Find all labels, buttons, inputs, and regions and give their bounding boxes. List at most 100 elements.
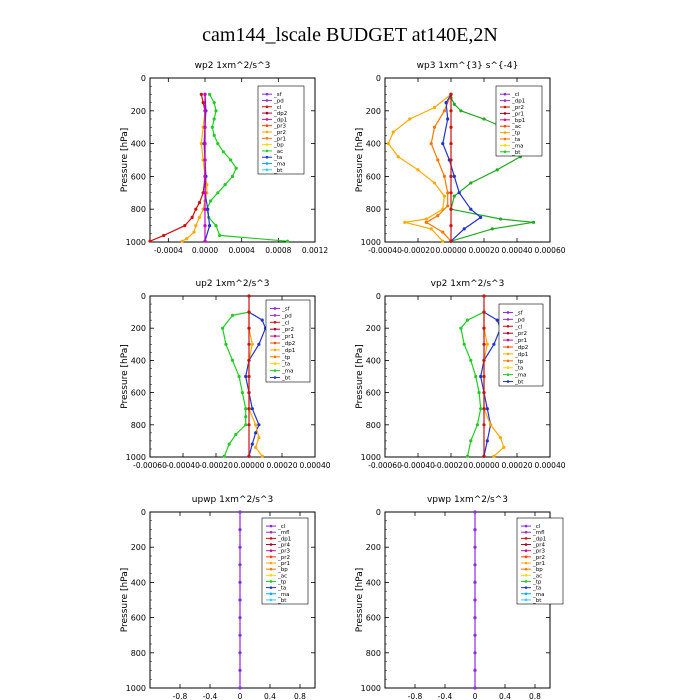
legend-label: _dp2 <box>514 345 528 351</box>
data-point <box>238 528 242 532</box>
data-point <box>459 326 463 330</box>
data-point <box>473 651 477 655</box>
y-axis-label: Pressure [hPa] <box>355 344 365 409</box>
legend-marker <box>506 345 510 349</box>
x-tick-label: 0.00000 <box>435 246 466 255</box>
legend-label: _bp <box>273 143 284 149</box>
legend-marker <box>524 592 528 596</box>
panel-title: vpwp 1xm^2/s^3 <box>427 495 508 505</box>
legend-label: _tp <box>532 579 542 585</box>
data-point <box>490 227 494 231</box>
legend-marker <box>269 530 273 534</box>
data-point <box>238 616 242 620</box>
figure-title: cam144_lscale BUDGET at140E,2N <box>202 24 498 46</box>
data-point <box>257 436 261 440</box>
data-point <box>446 204 450 208</box>
data-point <box>244 374 248 379</box>
x-tick-label: -0.00040 <box>166 461 200 470</box>
chart-panel-3: up2 1xm^2/s^3 Pressure [hPa] 0 200 400 600 800… <box>120 279 331 470</box>
data-point <box>446 191 450 195</box>
data-point <box>221 150 225 154</box>
data-point <box>203 92 207 96</box>
data-point <box>479 374 483 379</box>
data-point <box>485 439 489 443</box>
legend-marker <box>269 543 273 546</box>
data-point <box>492 342 496 346</box>
data-point <box>216 191 220 195</box>
legend-marker <box>503 124 507 128</box>
legend-label: _cl <box>281 320 290 326</box>
data-point <box>190 215 194 219</box>
data-point <box>492 454 496 458</box>
data-point <box>244 407 248 411</box>
legend-marker <box>524 561 528 565</box>
data-point <box>482 374 486 379</box>
data-point <box>482 423 486 427</box>
legend-label: _dp1 <box>532 536 546 542</box>
legend-marker <box>269 574 273 577</box>
x-tick-label: 0.00060 <box>534 246 565 255</box>
data-point <box>482 117 486 121</box>
y-tick-label: 800 <box>366 205 381 214</box>
legend-marker <box>524 567 528 571</box>
data-point <box>469 207 473 211</box>
data-point <box>436 214 440 218</box>
data-point <box>230 358 235 362</box>
data-point <box>194 207 198 211</box>
panel-title: upwp 1xm^2/s^3 <box>192 495 273 505</box>
legend-marker <box>265 92 269 96</box>
data-point <box>485 407 489 411</box>
data-point <box>444 101 448 105</box>
data-point <box>212 133 216 137</box>
data-point <box>441 142 445 146</box>
data-point <box>201 101 205 105</box>
legend-label: _dp2 <box>273 111 287 117</box>
legend-marker <box>269 580 273 583</box>
data-point <box>474 374 478 379</box>
x-tick-label: -0.00060 <box>368 461 402 470</box>
x-tick-label: 0.00040 <box>299 461 330 470</box>
data-point <box>473 528 477 532</box>
legend-marker <box>503 92 507 96</box>
legend: _sf_pd_cl_pr2_pr1_dp2_dp1_tp_ta_ma_bt <box>498 303 544 387</box>
legend-marker <box>273 327 277 331</box>
legend-label: _dp1 <box>514 352 528 358</box>
data-point <box>482 454 486 458</box>
data-point <box>203 109 207 113</box>
data-point <box>230 313 235 317</box>
data-point <box>442 194 446 198</box>
data-point <box>203 191 207 195</box>
data-point <box>247 407 251 411</box>
data-point <box>452 174 456 178</box>
legend-label: _pr1 <box>514 338 527 344</box>
data-point <box>238 651 242 655</box>
legend-marker <box>524 543 528 546</box>
data-point <box>199 142 203 146</box>
series-line-pr3 <box>181 94 208 242</box>
legend-marker <box>269 567 273 571</box>
data-point <box>180 239 184 243</box>
legend-label: _pr1 <box>281 334 294 340</box>
data-point <box>396 155 400 159</box>
data-point <box>222 454 226 458</box>
legend-marker <box>524 537 528 540</box>
legend-marker <box>524 524 528 528</box>
data-point <box>194 224 198 228</box>
data-point <box>465 454 470 458</box>
legend-marker <box>273 341 277 345</box>
legend-label: _bt <box>273 168 283 174</box>
data-point <box>212 117 216 121</box>
y-tick-label: 600 <box>131 389 146 398</box>
data-point <box>432 181 437 185</box>
data-point <box>473 616 477 620</box>
data-point <box>197 201 202 205</box>
x-tick-label: -0.8 <box>408 692 423 700</box>
x-tick-label: 0.0008 <box>265 246 291 255</box>
data-point <box>424 217 428 221</box>
data-point <box>216 142 220 146</box>
panel-title: up2 1xm^2/s^3 <box>195 279 269 289</box>
legend-label: _tp <box>281 355 291 361</box>
legend-label: _bt <box>514 380 524 386</box>
data-point <box>482 342 486 346</box>
panels: wp2 1xm^2/s^3 Pressure [hPa] 0 200 400 600 800… <box>120 61 566 700</box>
